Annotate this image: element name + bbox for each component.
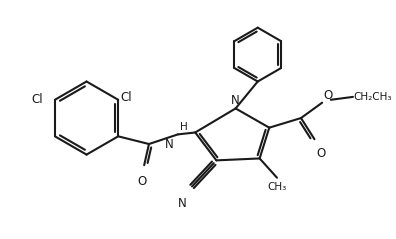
- Text: CH₃: CH₃: [267, 182, 287, 191]
- Text: Cl: Cl: [120, 91, 132, 104]
- Text: H: H: [180, 122, 187, 132]
- Text: O: O: [323, 89, 332, 102]
- Text: CH₂CH₃: CH₂CH₃: [353, 92, 391, 102]
- Text: Cl: Cl: [32, 93, 44, 106]
- Text: N: N: [231, 93, 240, 107]
- Text: N: N: [177, 197, 186, 210]
- Text: O: O: [138, 175, 147, 188]
- Text: N: N: [165, 138, 174, 151]
- Text: O: O: [316, 147, 326, 160]
